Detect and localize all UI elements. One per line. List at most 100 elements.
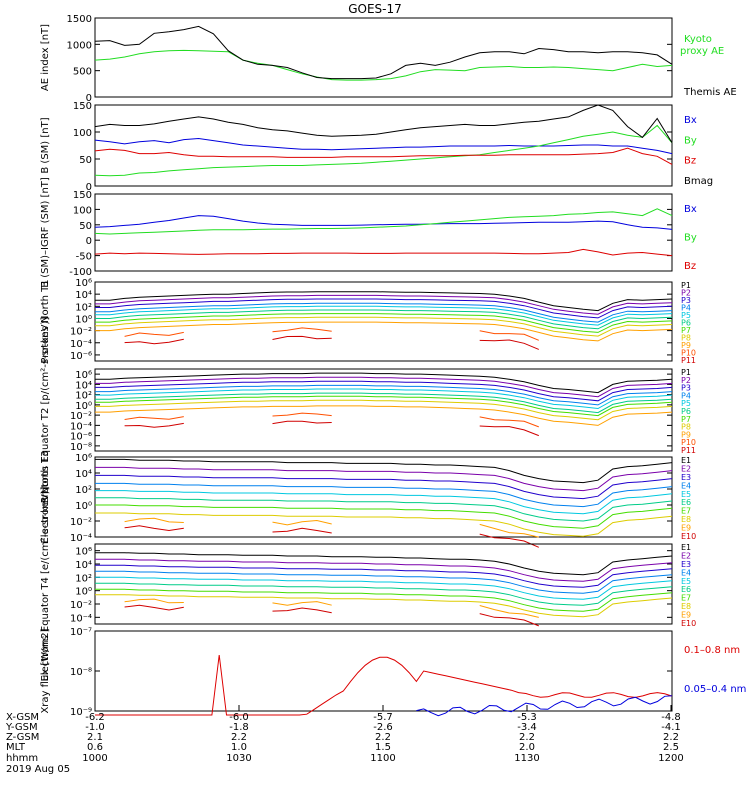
y-tick-label: 1500 — [67, 14, 92, 25]
series-line-bz — [94, 147, 673, 165]
channel-label: P8 — [681, 334, 691, 343]
legend-label: Bz — [684, 156, 696, 167]
channel-line-p11 — [124, 422, 184, 428]
y-tick-label: 1000 — [67, 40, 92, 51]
panel-frame — [94, 281, 673, 362]
channel-line-e5 — [95, 490, 673, 515]
y-tick-label: 50 — [79, 221, 92, 232]
channel-line-p1 — [95, 291, 673, 312]
channel-label: P4 — [681, 304, 691, 313]
panel-frame — [94, 368, 673, 452]
y-tick-label: 0 — [86, 182, 92, 193]
channel-line-e10 — [479, 613, 539, 627]
y-tick-label: 10⁰ — [75, 501, 92, 512]
y-axis-label: B (SM) [nT] — [40, 117, 51, 173]
y-tick-label: 500 — [73, 67, 92, 78]
channel-line-e10 — [272, 527, 332, 534]
channel-label: P7 — [681, 326, 691, 335]
channel-line-p11 — [272, 335, 332, 340]
channel-label: E1 — [681, 543, 691, 552]
channel-line-p10 — [479, 330, 539, 341]
x-row-value: 2.2 — [663, 732, 679, 743]
y-tick-label: 10⁴ — [75, 469, 92, 480]
channel-label: P11 — [681, 356, 696, 365]
channel-line-p2 — [95, 294, 673, 315]
channel-label: E3 — [681, 473, 691, 482]
panel-frame — [94, 543, 673, 625]
y-tick-label: 10⁻⁶ — [70, 432, 92, 443]
y-tick-label: 10⁰ — [75, 314, 92, 325]
channel-label: P2 — [681, 376, 691, 385]
channel-label: E5 — [681, 577, 691, 586]
x-row-value: -5.3 — [517, 712, 537, 723]
x-row-label: X-GSM — [6, 712, 39, 723]
channel-line-e8 — [95, 594, 673, 618]
y-tick-label: 150 — [73, 101, 92, 112]
y-tick-label: 10⁻⁷ — [70, 627, 92, 638]
channel-label: P9 — [681, 430, 691, 439]
channel-line-p8 — [95, 316, 673, 337]
channel-line-p11 — [272, 420, 332, 425]
y-tick-label: 10² — [75, 573, 92, 584]
y-tick-label: 10² — [75, 302, 92, 313]
channel-label: P9 — [681, 341, 691, 350]
x-row-value: 1030 — [226, 753, 251, 764]
x-row-value: 0.6 — [87, 742, 103, 753]
y-tick-label: 10⁴ — [75, 290, 92, 301]
channel-line-e9 — [479, 605, 539, 618]
y-axis-label: AE index [nT] — [40, 24, 51, 91]
x-row-value: 1000 — [82, 753, 107, 764]
channel-line-p10 — [124, 331, 184, 337]
series-line-bx — [94, 215, 673, 230]
y-axis-label: Electrons North T3 — [40, 450, 51, 543]
channel-line-p10 — [479, 416, 539, 428]
y-tick-label: 10⁶ — [75, 370, 92, 381]
channel-label: E9 — [681, 524, 691, 533]
x-row-label: Y-GSM — [5, 722, 38, 733]
channel-line-p4 — [95, 302, 673, 323]
series-line-xray-short — [416, 695, 673, 717]
x-row-label: Z-GSM — [6, 732, 39, 743]
y-tick-label: 10² — [75, 391, 92, 402]
y-tick-label: 10⁻⁴ — [70, 533, 92, 544]
channel-line-e10 — [272, 607, 332, 614]
channel-label: P10 — [681, 349, 696, 358]
y-tick-label: 0 — [86, 93, 92, 104]
y-tick-label: 10⁻⁴ — [70, 613, 92, 624]
panel-3: -100 -50 0 50 100 150 B (SM)–IGRF (SM) [nT] Bx B… — [40, 177, 697, 288]
legend-label: 0.1–0.8 nm — [684, 645, 740, 656]
panel-7: 10⁶ 10⁴ 10² 10⁰ 10⁻² 10⁻⁴ Electrons Equator T4… — [40, 486, 696, 681]
series-line-by — [94, 208, 673, 235]
channel-label: E6 — [681, 498, 691, 507]
channel-line-p3 — [95, 380, 673, 402]
x-row-value: 2.5 — [663, 742, 679, 753]
channel-line-e8 — [95, 512, 673, 537]
channel-line-p11 — [479, 425, 539, 437]
y-tick-label: 10⁻⁹ — [70, 707, 92, 718]
y-tick-label: 50 — [79, 155, 92, 166]
x-row-label: hhmm — [6, 753, 38, 764]
channel-label: E3 — [681, 560, 691, 569]
series-line-by — [94, 124, 673, 177]
legend-label: By — [684, 135, 697, 146]
channel-label: P5 — [681, 399, 691, 408]
y-tick-label: -50 — [76, 252, 92, 263]
y-tick-label: 10⁴ — [75, 380, 92, 391]
legend-label: By — [684, 233, 697, 244]
series-line-themis-ae — [94, 25, 673, 80]
channel-line-e9 — [124, 517, 184, 523]
channel-line-p5 — [95, 388, 673, 410]
y-tick-label: 0 — [86, 236, 92, 247]
channel-label: P4 — [681, 391, 691, 400]
legend-label: Bz — [684, 261, 696, 272]
channel-line-e7 — [95, 504, 673, 529]
panel-8: 10⁻⁷ 10⁻⁸ 10⁻⁹ Xray flux [W/m2] 0.1–0.8 nm 0.… — [40, 627, 746, 718]
y-tick-label: 10⁻⁸ — [70, 442, 92, 453]
channel-line-p2 — [95, 376, 673, 398]
y-tick-label: 10⁻² — [70, 411, 92, 422]
channel-line-e10 — [479, 533, 539, 548]
x-row-value: 1100 — [370, 753, 395, 764]
